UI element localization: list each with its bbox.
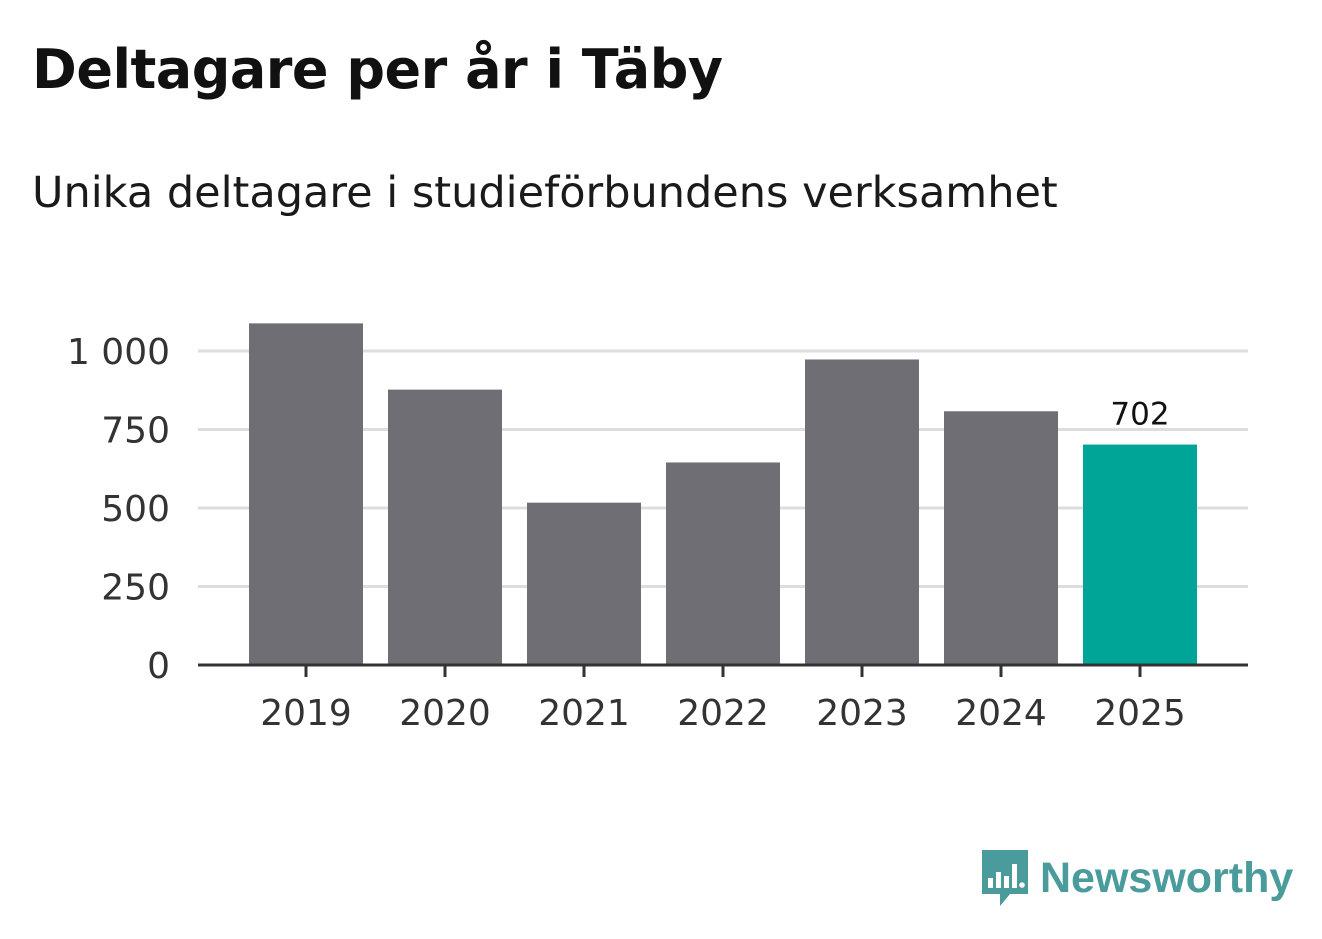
x-tick-label: 2019	[260, 693, 352, 734]
y-tick-label: 250	[101, 568, 170, 609]
x-tick-label: 2024	[955, 693, 1047, 734]
x-tick-label: 2020	[399, 693, 491, 734]
bar-2022	[666, 462, 780, 665]
x-tick-label: 2023	[816, 693, 908, 734]
x-tick-label: 2025	[1094, 693, 1186, 734]
newsworthy-logo-icon	[982, 850, 1028, 906]
chart-subtitle: Unika deltagare i studieförbundens verks…	[32, 168, 1058, 218]
data-label: 702	[1110, 397, 1169, 433]
bar-2023	[805, 359, 919, 665]
x-tick-label: 2021	[538, 693, 630, 734]
bar-2020	[388, 389, 502, 665]
brand-name: Newsworthy	[1040, 853, 1294, 902]
y-tick-label: 0	[147, 646, 170, 687]
y-tick-label: 750	[101, 411, 170, 452]
bar-2021	[527, 502, 641, 665]
bar-2025	[1083, 444, 1197, 665]
newsworthy-logo: Newsworthy	[980, 848, 1293, 908]
bar-2019	[249, 323, 363, 665]
x-tick-label: 2022	[677, 693, 769, 734]
y-tick-label: 500	[101, 489, 170, 530]
y-tick-label: 1 000	[67, 332, 170, 373]
chart-title: Deltagare per år i Täby	[32, 38, 723, 101]
bar-2024	[944, 411, 1058, 665]
